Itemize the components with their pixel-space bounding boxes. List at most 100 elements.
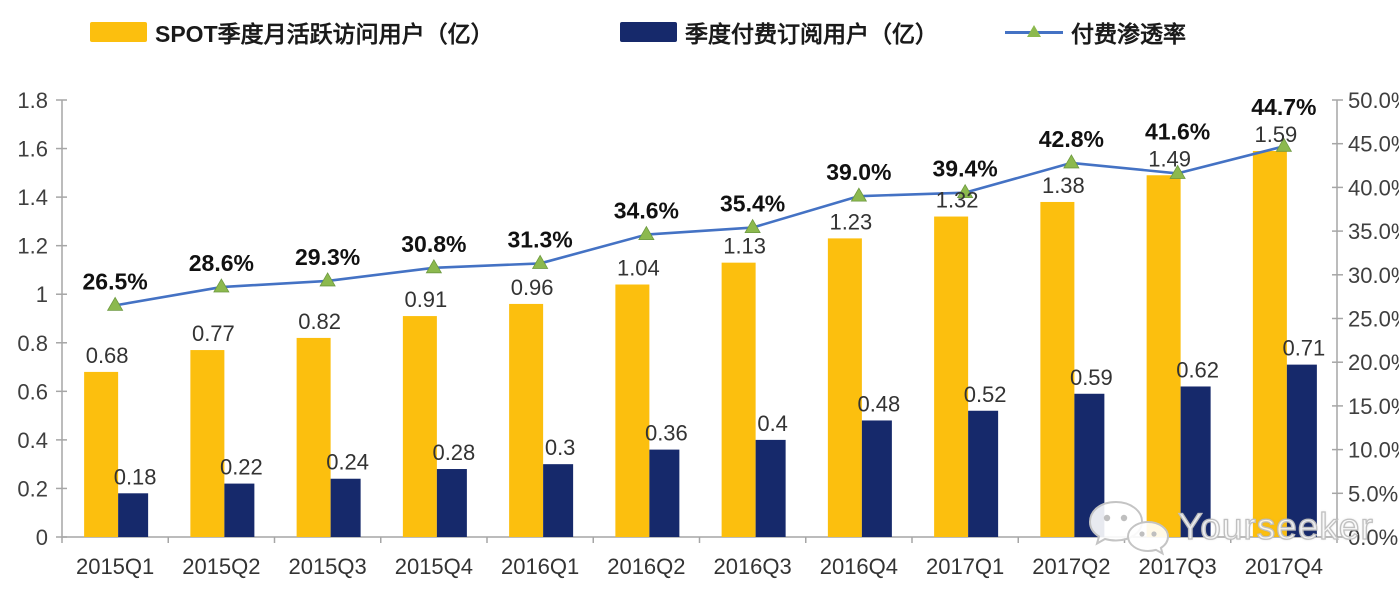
mau-bar xyxy=(1146,175,1181,537)
right-axis-tick-label: 20.0% xyxy=(1348,350,1399,375)
legend-item-subscribers: 季度付费订阅用户（亿） xyxy=(620,14,938,50)
legend-item-penetration: 付费渗透率 xyxy=(1005,14,1186,50)
subscribers-bar xyxy=(436,469,467,537)
left-axis-tick-label: 1.8 xyxy=(17,88,48,113)
subscribers-bar xyxy=(1286,364,1317,537)
x-axis-category-label: 2016Q3 xyxy=(713,554,791,579)
penetration-marker xyxy=(106,296,124,311)
left-axis-tick-label: 0.4 xyxy=(17,428,48,453)
x-axis-category-label: 2016Q2 xyxy=(607,554,685,579)
subscribers-bar xyxy=(968,410,999,537)
mau-bar xyxy=(934,216,969,538)
mau-bar-label: 0.82 xyxy=(298,309,341,334)
mau-bar-label: 1.49 xyxy=(1148,146,1191,171)
subscribers-bar-label: 0.62 xyxy=(1176,357,1219,382)
penetration-label: 31.3% xyxy=(508,226,573,252)
right-axis-tick-label: 35.0% xyxy=(1348,219,1399,244)
mau-bar-label: 1.04 xyxy=(617,256,660,281)
left-axis-tick-label: 1.2 xyxy=(17,234,48,259)
penetration-label: 34.6% xyxy=(614,198,679,224)
subscribers-bar xyxy=(861,420,892,537)
penetration-marker xyxy=(956,183,974,199)
mau-bar xyxy=(615,284,650,537)
mau-bar-label: 1.13 xyxy=(723,234,766,259)
subscribers-bar-label: 0.3 xyxy=(545,435,576,460)
subscribers-bar xyxy=(224,483,255,537)
x-axis-category-label: 2017Q3 xyxy=(1138,554,1216,579)
penetration-label: 28.6% xyxy=(189,250,254,276)
subscribers-bar xyxy=(543,464,574,537)
left-axis-tick-label: 1 xyxy=(36,282,48,307)
subscribers-bar-label: 0.4 xyxy=(757,411,788,436)
penetration-label: 29.3% xyxy=(295,244,360,270)
right-axis-tick-label: 5.0% xyxy=(1348,481,1398,506)
mau-bar-label: 0.96 xyxy=(511,275,554,300)
penetration-label: 26.5% xyxy=(83,268,148,294)
left-axis-tick-label: 0.2 xyxy=(17,476,48,501)
penetration-label: 30.8% xyxy=(401,231,466,257)
legend-item-mau: SPOT季度月活跃访问用户（亿） xyxy=(90,14,494,50)
mau-bar xyxy=(84,371,119,537)
left-axis-tick-label: 1.6 xyxy=(17,137,48,162)
penetration-marker xyxy=(425,259,443,274)
subscribers-bar xyxy=(1180,386,1211,537)
right-axis-tick-label: 10.0% xyxy=(1348,438,1399,463)
left-axis-tick-label: 0.8 xyxy=(17,331,48,356)
penetration-marker xyxy=(531,254,549,269)
mau-bar-label: 1.59 xyxy=(1254,122,1297,147)
mau-bar xyxy=(721,262,756,537)
x-axis-category-label: 2015Q3 xyxy=(288,554,366,579)
mau-bar-label: 0.68 xyxy=(86,343,129,368)
mau-bar xyxy=(1040,201,1075,537)
x-axis-category-label: 2016Q1 xyxy=(501,554,579,579)
mau-bar xyxy=(402,316,437,537)
mau-bar-label: 0.91 xyxy=(404,287,447,312)
penetration-label: 42.8% xyxy=(1039,126,1104,152)
left-axis-tick-label: 0.6 xyxy=(17,379,48,404)
x-axis-category-label: 2017Q2 xyxy=(1032,554,1110,579)
subscribers-legend-label: 季度付费订阅用户（亿） xyxy=(685,21,938,47)
right-axis-tick-label: 15.0% xyxy=(1348,394,1399,419)
subscribers-legend-swatch xyxy=(620,22,677,42)
subscribers-bar-label: 0.22 xyxy=(220,455,263,480)
mau-bar-label: 1.32 xyxy=(936,188,979,213)
penetration-line xyxy=(114,145,1285,307)
penetration-marker xyxy=(744,218,761,234)
right-axis-tick-label: 30.0% xyxy=(1348,263,1399,288)
subscribers-bar-label: 0.59 xyxy=(1070,365,1113,390)
penetration-marker xyxy=(1275,137,1293,152)
x-axis-category-label: 2016Q4 xyxy=(820,554,898,579)
penetration-marker xyxy=(638,225,655,240)
right-axis-tick-label: 40.0% xyxy=(1348,175,1399,200)
mau-bar-label: 1.38 xyxy=(1042,173,1085,198)
subscribers-bar xyxy=(118,493,149,537)
right-axis-tick-label: 45.0% xyxy=(1348,132,1399,157)
mau-bar-label: 1.23 xyxy=(829,209,872,234)
mau-legend-label: SPOT季度月活跃访问用户（亿） xyxy=(155,21,494,47)
penetration-label: 39.0% xyxy=(826,159,891,185)
penetration-marker xyxy=(319,272,336,287)
x-axis-category-label: 2015Q1 xyxy=(76,554,154,579)
x-axis-category-label: 2017Q4 xyxy=(1245,554,1323,579)
x-axis-category-label: 2015Q4 xyxy=(395,554,473,579)
left-axis-tick-label: 1.4 xyxy=(17,185,48,210)
subscribers-bar-label: 0.18 xyxy=(114,464,157,489)
subscribers-bar-label: 0.48 xyxy=(857,391,900,416)
subscribers-bar xyxy=(649,449,680,537)
subscribers-bar-label: 0.28 xyxy=(432,440,475,465)
subscribers-bar-label: 0.52 xyxy=(964,382,1007,407)
mau-bar-label: 0.77 xyxy=(192,321,235,346)
penetration-marker xyxy=(850,187,868,202)
mau-legend-swatch xyxy=(90,22,147,42)
mau-bar xyxy=(190,350,225,537)
subscribers-bar xyxy=(755,439,786,537)
x-axis-category-label: 2015Q2 xyxy=(182,554,260,579)
penetration-label: 39.4% xyxy=(933,156,998,182)
right-axis-tick-label: 25.0% xyxy=(1348,307,1399,332)
left-axis-tick-label: 0 xyxy=(36,525,48,550)
penetration-label: 35.4% xyxy=(720,191,785,217)
mau-bar xyxy=(1252,150,1287,537)
subscribers-bar-label: 0.71 xyxy=(1282,336,1325,361)
